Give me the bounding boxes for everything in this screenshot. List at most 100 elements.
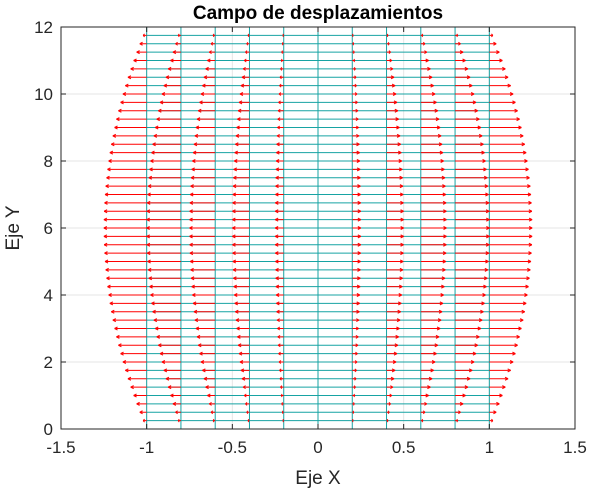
arrow-head: [353, 50, 355, 53]
arrow-head: [518, 127, 522, 130]
arrow-head: [177, 33, 180, 36]
arrow-head: [504, 378, 509, 381]
arrow-head: [491, 35, 494, 38]
arrow-head: [386, 33, 389, 36]
arrow-head: [431, 361, 436, 364]
arrow-head: [276, 319, 280, 323]
y-tick-label: 6: [44, 219, 53, 238]
arrow-head: [499, 395, 503, 398]
arrow-head: [196, 118, 201, 122]
arrow-head: [192, 160, 196, 163]
arrow-head: [507, 85, 511, 88]
arrow-head: [354, 85, 357, 88]
arrow-head: [280, 60, 283, 63]
arrow-head: [210, 411, 214, 415]
arrow-head: [395, 118, 399, 122]
arrow-head: [491, 420, 494, 423]
arrow-head: [212, 35, 215, 38]
arrow-head: [480, 311, 484, 314]
arrow-head: [125, 85, 129, 88]
arrow-head: [198, 110, 202, 113]
arrow-head: [462, 395, 466, 398]
arrow-head: [478, 319, 483, 323]
arrow-head: [353, 386, 356, 389]
arrow-head: [235, 311, 239, 314]
arrow-head: [152, 311, 156, 314]
arrow-head: [507, 369, 511, 373]
arrow-head: [130, 68, 134, 71]
arrow-head: [136, 51, 140, 55]
arrow-head: [240, 369, 245, 373]
x-tick-label: 0.5: [392, 438, 416, 457]
arrow-head: [400, 235, 404, 239]
arrow-head: [212, 420, 215, 423]
arrow-head: [275, 277, 279, 281]
arrow-head: [232, 261, 237, 264]
arrow-head: [151, 152, 155, 155]
arrow-head: [130, 386, 134, 390]
arrow-head: [172, 51, 177, 55]
arrow-head: [235, 319, 240, 323]
arrow-head: [241, 378, 246, 381]
arrow-head: [189, 261, 194, 264]
arrow-head: [356, 168, 361, 172]
arrow-head: [109, 302, 114, 306]
arrow-head: [151, 302, 155, 306]
arrow-head: [155, 328, 159, 331]
arrow-head: [436, 127, 441, 130]
arrow-head: [357, 210, 361, 214]
arrow-head: [437, 319, 442, 323]
arrow-head: [483, 277, 488, 281]
arrow-head: [422, 43, 426, 46]
arrow-head: [279, 378, 282, 381]
arrow-head: [528, 227, 533, 230]
arrow-head: [519, 319, 524, 323]
arrow-head: [357, 227, 362, 230]
arrow-head: [114, 328, 118, 331]
arrow-head: [149, 286, 153, 289]
arrow-head: [133, 60, 137, 63]
arrow-head: [235, 143, 239, 147]
arrow-head: [357, 269, 361, 272]
arrow-head: [239, 93, 244, 96]
arrow-head: [357, 235, 362, 239]
arrow-head: [237, 344, 242, 348]
arrow-head: [212, 33, 215, 36]
arrow-head: [456, 418, 459, 421]
arrow-head: [243, 395, 247, 398]
arrow-head: [234, 152, 238, 155]
arrow-head: [443, 235, 447, 239]
arrow-head: [356, 152, 360, 155]
arrow-head: [240, 85, 245, 88]
arrow-head: [277, 110, 281, 113]
arrow-head: [459, 51, 464, 55]
arrow-head: [190, 185, 194, 189]
arrow-head: [142, 33, 145, 36]
arrow-head: [279, 76, 282, 80]
arrow-head: [472, 353, 477, 356]
arrow-head: [167, 68, 172, 71]
arrow-head: [170, 60, 174, 63]
arrow-head: [196, 336, 201, 339]
arrow-head: [398, 168, 403, 172]
arrow-head: [435, 118, 440, 122]
arrow-head: [481, 152, 485, 155]
arrow-head: [275, 168, 280, 172]
arrow-head: [486, 219, 490, 222]
arrow-head: [435, 336, 440, 339]
arrow-head: [136, 403, 140, 406]
arrow-head: [232, 227, 236, 230]
arrow-head: [356, 311, 360, 314]
arrow-head: [458, 411, 461, 415]
arrow-head: [200, 361, 205, 364]
arrow-head: [440, 160, 444, 163]
arrow-head: [280, 385, 283, 388]
arrow-head: [421, 420, 424, 423]
y-tick-label: 10: [34, 85, 53, 104]
arrow-head: [354, 361, 358, 364]
arrow-head: [234, 294, 238, 297]
arrow-head: [275, 269, 279, 272]
arrow-head: [275, 194, 279, 197]
arrow-head: [236, 127, 240, 130]
arrow-head: [276, 152, 280, 155]
